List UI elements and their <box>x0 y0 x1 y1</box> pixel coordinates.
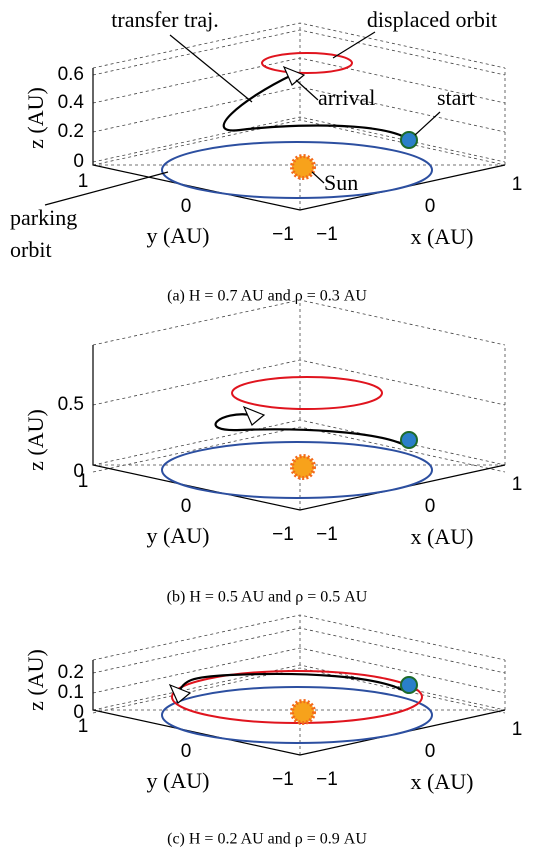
y-tick-label: 1 <box>78 716 89 737</box>
sail-arrow <box>244 407 264 425</box>
z-grid <box>93 628 505 673</box>
caption: (c) H = 0.2 AU and ρ = 0.9 AU <box>167 831 367 848</box>
x-axis-label: x (AU) <box>411 224 474 249</box>
y-tick-label: −1 <box>272 524 294 545</box>
x-axis-label: x (AU) <box>411 769 474 794</box>
x-tick-label: 1 <box>512 719 523 740</box>
x-tick-label: 0 <box>425 741 436 762</box>
z-tick-label: 0.2 <box>58 662 84 683</box>
annotation: orbit <box>10 237 52 262</box>
y-axis-label: y (AU) <box>147 223 210 248</box>
sun <box>292 456 314 478</box>
x-tick-label: −1 <box>316 769 338 790</box>
z-tick-label: 0.6 <box>58 64 84 85</box>
z-tick-label: 0.4 <box>58 92 85 113</box>
z-tick-label: 0.2 <box>58 121 84 142</box>
x-tick-label: −1 <box>316 524 338 545</box>
annotation: start <box>437 85 475 110</box>
x-tick-label: 0 <box>425 496 436 517</box>
annotation: transfer traj. <box>111 7 219 32</box>
displaced-orbit <box>232 377 382 409</box>
figure: 0.60.40.2010−1−101y (AU)x (AU)z (AU)(a) … <box>0 0 535 854</box>
y-tick-label: −1 <box>272 769 294 790</box>
box-floor <box>93 615 505 755</box>
box-floor <box>93 23 505 210</box>
z-grid <box>93 117 505 162</box>
y-tick-label: 0 <box>181 496 192 517</box>
y-axis-label: y (AU) <box>147 768 210 793</box>
sun <box>292 156 314 178</box>
x-tick-label: 1 <box>512 474 523 495</box>
y-tick-label: −1 <box>272 224 294 245</box>
earth <box>401 677 417 693</box>
annotation: Sun <box>324 170 358 195</box>
leader <box>312 172 324 183</box>
y-tick-label: 0 <box>181 196 192 217</box>
z-grid <box>93 360 505 405</box>
leader <box>415 112 440 135</box>
earth <box>401 132 417 148</box>
sail-arrow <box>284 67 304 85</box>
annotation: displaced orbit <box>367 7 497 32</box>
z-tick-label: 0 <box>73 151 84 172</box>
x-tick-label: −1 <box>316 224 338 245</box>
z-axis-label: z (AU) <box>23 87 48 149</box>
y-axis-label: y (AU) <box>147 523 210 548</box>
y-tick-label: 1 <box>78 471 89 492</box>
x-axis-label: x (AU) <box>411 524 474 549</box>
caption: (b) H = 0.5 AU and ρ = 0.5 AU <box>167 589 368 606</box>
sun <box>292 701 314 723</box>
y-tick-label: 0 <box>181 741 192 762</box>
annotation: arrival <box>318 85 375 110</box>
leader <box>45 172 168 205</box>
z-axis-label: z (AU) <box>23 649 48 711</box>
x-tick-label: 0 <box>425 196 436 217</box>
earth <box>401 432 417 448</box>
z-tick-label: 0.1 <box>58 682 84 703</box>
y-tick-label: 1 <box>78 171 89 192</box>
z-axis-label: z (AU) <box>23 409 48 471</box>
z-tick-label: 0.5 <box>58 394 84 415</box>
leader <box>296 80 318 100</box>
caption: (a) H = 0.7 AU and ρ = 0.3 AU <box>167 288 367 305</box>
leader <box>170 35 252 102</box>
annotation: parking <box>10 205 77 230</box>
x-tick-label: 1 <box>512 174 523 195</box>
